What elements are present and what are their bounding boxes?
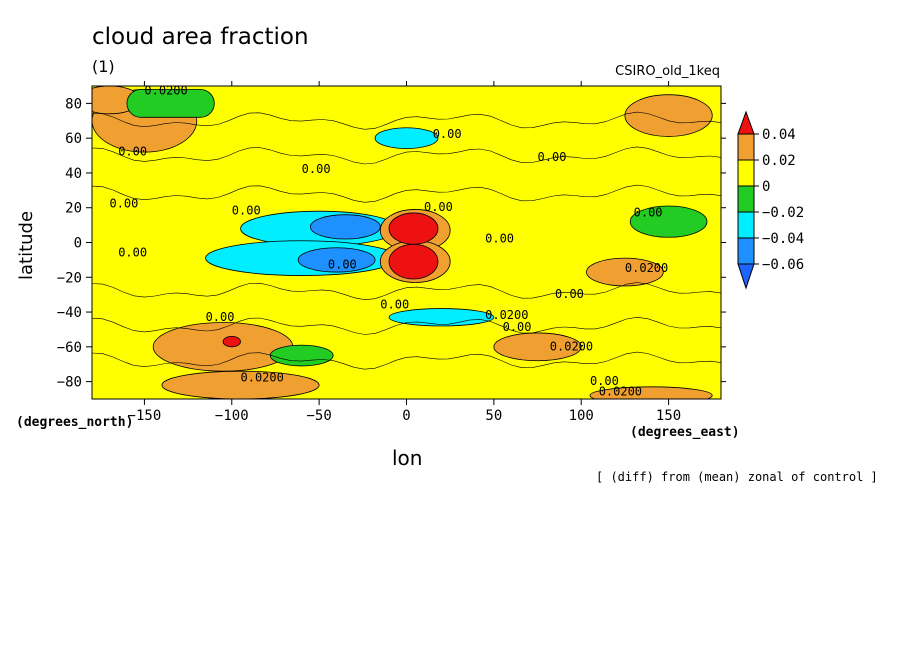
colorbar-label: 0: [762, 179, 770, 195]
colorbar-label: −0.04: [762, 231, 804, 247]
green-region: [629, 205, 708, 238]
blue-region: [310, 214, 381, 240]
y-tick-label: −40: [57, 305, 82, 321]
x-units-label: (degrees_east): [630, 425, 740, 440]
contour-label: 0.00: [590, 374, 619, 388]
contour-label: 0.00: [380, 298, 409, 312]
chart-title: cloud area fraction: [92, 24, 309, 50]
x-tick-label: 150: [656, 408, 681, 424]
y-tick-label: −60: [57, 340, 82, 356]
y-units-label: (degrees_north): [16, 415, 134, 430]
contour-label: 0.00: [328, 258, 357, 272]
contour-line: [92, 111, 721, 130]
contour-label: 0.00: [109, 197, 138, 211]
cyan-region: [374, 127, 439, 150]
diff-note: [ (diff) from (mean) zonal of control ]: [596, 470, 878, 484]
contour-label: 0.0200: [144, 84, 187, 98]
contour-label: 0.00: [232, 204, 261, 218]
orange-region: [624, 94, 713, 137]
colorbar-label: −0.06: [762, 257, 804, 273]
model-label: CSIRO_old_1keq: [615, 64, 720, 79]
blue-region: [297, 247, 376, 273]
contour-label: 0.0200: [241, 371, 284, 385]
x-tick-label: 0: [402, 408, 410, 424]
contour-label: 0.0200: [599, 385, 642, 399]
contour-label: 0.00: [118, 145, 147, 159]
orange-region: [586, 257, 664, 287]
contour-label: 0.0200: [485, 308, 528, 322]
green-region: [126, 89, 215, 118]
contour-label: 0.00: [206, 310, 235, 324]
red-region: [388, 212, 439, 245]
colorbar-label: 0.04: [762, 127, 796, 143]
red-region: [388, 243, 439, 280]
y-tick-label: 60: [65, 131, 82, 147]
contour-line: [92, 316, 721, 335]
x-tick-label: −150: [128, 408, 162, 424]
y-tick-label: −20: [57, 270, 82, 286]
contour-label: 0.00: [302, 162, 331, 176]
colorbar-segment: [737, 133, 755, 161]
orange-region: [152, 322, 294, 372]
orange-region: [493, 332, 582, 362]
contour-line: [92, 351, 721, 370]
contour-label: 0.00: [424, 200, 453, 214]
contour-label: 0.00: [503, 320, 532, 334]
colorbar-label: 0.02: [762, 153, 796, 169]
colorbar-arrow-top: [737, 110, 755, 135]
orange-region: [589, 386, 713, 399]
y-tick-label: 80: [65, 96, 82, 112]
y-tick-label: 20: [65, 201, 82, 217]
contour-line: [92, 146, 721, 165]
x-tick-label: 50: [485, 408, 502, 424]
contour-label: 0.0200: [550, 339, 593, 353]
y-tick-label: −80: [57, 375, 82, 391]
x-tick-label: −100: [215, 408, 249, 424]
contour-label: 0.00: [538, 150, 567, 164]
contour-label: 0.00: [433, 127, 462, 141]
colorbar-segment: [737, 159, 755, 187]
green-region: [269, 344, 334, 367]
contour-line: [92, 184, 721, 203]
colorbar-label: −0.02: [762, 205, 804, 221]
orange-region: [161, 370, 320, 399]
x-tick-label: −50: [306, 408, 331, 424]
red-region: [222, 335, 241, 348]
colorbar-segment: [737, 185, 755, 213]
contour-label: 0.00: [485, 232, 514, 246]
y-tick-label: 0: [74, 236, 82, 252]
contour-label: 0.0200: [625, 261, 668, 275]
chart-subtitle: (1): [92, 57, 115, 76]
colorbar-segment: [737, 211, 755, 239]
contour-label: 0.00: [118, 245, 147, 259]
y-tick-label: 40: [65, 166, 82, 182]
contour-label: 0.00: [634, 205, 663, 219]
contour-line: [92, 282, 721, 301]
x-tick-label: 100: [569, 408, 594, 424]
contour-label: 0.00: [555, 287, 584, 301]
colorbar-segment: [737, 237, 755, 265]
cyan-region: [388, 308, 495, 327]
colorbar-arrow-bottom: [737, 263, 755, 290]
x-axis-label: lon: [392, 446, 423, 470]
